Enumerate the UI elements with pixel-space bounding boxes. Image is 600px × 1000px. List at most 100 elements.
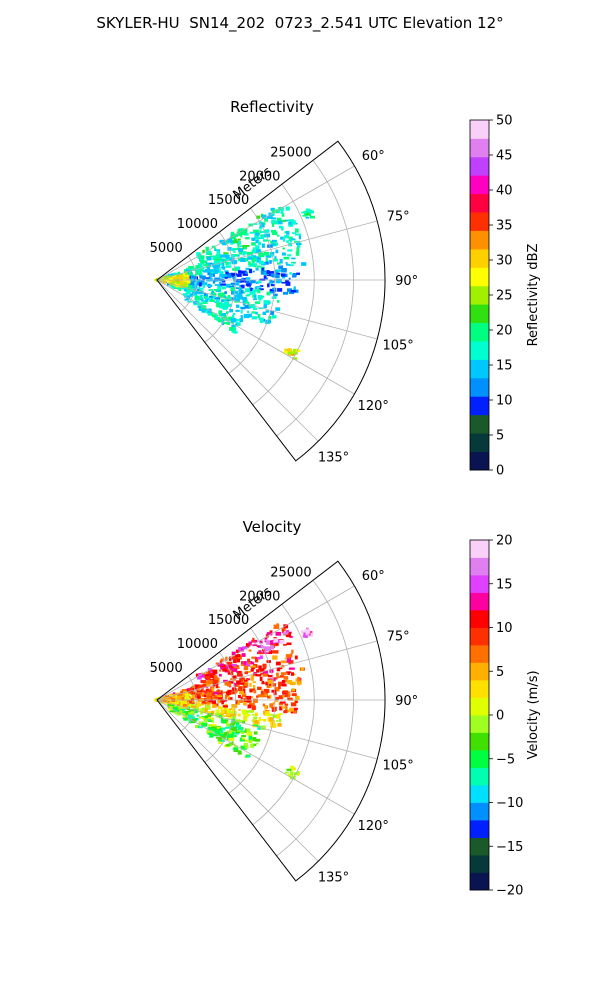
echo-cell: [194, 295, 200, 298]
echo-cell: [260, 234, 263, 237]
echo-cell: [168, 277, 173, 281]
echo-cell: [272, 714, 277, 719]
echo-cell: [266, 291, 271, 296]
echo-cell: [297, 244, 301, 248]
echo-cell: [230, 297, 236, 301]
echo-cell: [205, 676, 211, 680]
echo-cell: [221, 700, 224, 705]
echo-cell: [254, 738, 261, 742]
echo-cell: [215, 662, 220, 665]
echo-cell: [183, 288, 187, 292]
echo-cell: [184, 693, 191, 696]
echo-cell: [252, 719, 255, 721]
polar-grid: [156, 160, 385, 442]
echo-cell: [308, 213, 312, 217]
echo-cell: [242, 693, 247, 697]
echo-cell: [282, 237, 286, 242]
echo-cell: [226, 661, 233, 665]
colorbar-swatch: [470, 715, 489, 733]
echo-cell: [240, 696, 243, 700]
echo-cell: [285, 281, 291, 286]
echo-cell: [255, 311, 258, 315]
echo-cell: [300, 667, 304, 671]
colorbar-tick-label: 5: [496, 665, 504, 680]
r-tick-label: 5000: [150, 241, 183, 256]
echo-cell: [225, 271, 229, 277]
echo-cell: [201, 693, 207, 696]
echo-cell: [236, 266, 240, 272]
echo-cell: [310, 632, 314, 637]
echo-cell: [189, 691, 193, 693]
echo-cell: [281, 661, 286, 663]
echo-cell: [172, 704, 176, 707]
echo-cell: [244, 717, 248, 722]
colorbar-tick-label: 35: [496, 219, 513, 234]
echo-cell: [256, 645, 260, 648]
echo-cell: [179, 280, 184, 283]
echo-cell: [230, 240, 236, 243]
colorbar-swatch: [470, 212, 489, 231]
echo-cell: [180, 282, 185, 285]
echo-cell: [215, 299, 220, 304]
echo-cell: [197, 676, 202, 680]
echo-cell: [194, 684, 200, 688]
echo-cell: [234, 747, 238, 751]
echo-cell: [207, 714, 211, 717]
echo-cell: [236, 671, 240, 673]
echo-cell: [228, 734, 234, 738]
echo-cell: [260, 691, 264, 695]
echo-cell: [253, 685, 256, 689]
colorbar-swatch: [470, 230, 489, 250]
echo-cell: [292, 357, 298, 360]
echo-cell: [253, 743, 257, 746]
echo-cell: [235, 321, 239, 324]
echo-cell: [200, 708, 205, 713]
echo-cell: [230, 317, 237, 323]
echo-cell: [224, 270, 229, 273]
echo-cell: [185, 276, 190, 281]
echo-cell: [290, 765, 295, 770]
echo-cell: [267, 675, 274, 678]
echo-cell: [272, 702, 275, 705]
echo-cell: [183, 716, 187, 721]
echo-cell: [297, 678, 301, 684]
echo-cell: [221, 286, 226, 290]
echo-cell: [253, 264, 257, 268]
echo-cell: [225, 709, 232, 713]
echo-cell: [245, 643, 251, 647]
echo-cell: [200, 273, 203, 278]
echo-cell: [244, 744, 249, 749]
echo-cell: [200, 298, 204, 301]
colorbar-label: Velocity (m/s): [526, 670, 541, 759]
echo-cell: [237, 238, 241, 241]
echo-cell: [241, 735, 246, 738]
echo-cell: [218, 715, 222, 718]
echo-cell: [244, 680, 247, 682]
echo-cell: [197, 271, 200, 274]
colorbar-swatch: [470, 732, 489, 751]
echo-cell: [240, 234, 243, 238]
echo-cell: [231, 664, 237, 667]
sector-frame: [156, 560, 386, 882]
echo-cell: [231, 651, 236, 655]
echo-cell: [205, 719, 212, 722]
echo-cell: [289, 348, 292, 351]
grid-circle: [204, 651, 237, 763]
colorbar-tick-label: 15: [496, 359, 513, 374]
echo-cell: [230, 711, 233, 713]
echo-cell: [205, 246, 209, 252]
echo-cell: [232, 257, 235, 261]
echo-cell: [268, 682, 272, 686]
r-tick-label: 10000: [177, 637, 218, 652]
echo-cell: [202, 249, 205, 253]
echo-cell: [279, 259, 283, 264]
echo-cell: [272, 719, 275, 725]
echo-cell: [194, 298, 200, 300]
echo-cell: [279, 701, 286, 704]
echo-cell: [259, 668, 265, 672]
echo-cell: [239, 245, 244, 247]
echo-cell: [238, 270, 242, 274]
echo-cell: [295, 349, 301, 352]
echo-cell: [222, 738, 226, 741]
echo-cell: [222, 668, 227, 672]
